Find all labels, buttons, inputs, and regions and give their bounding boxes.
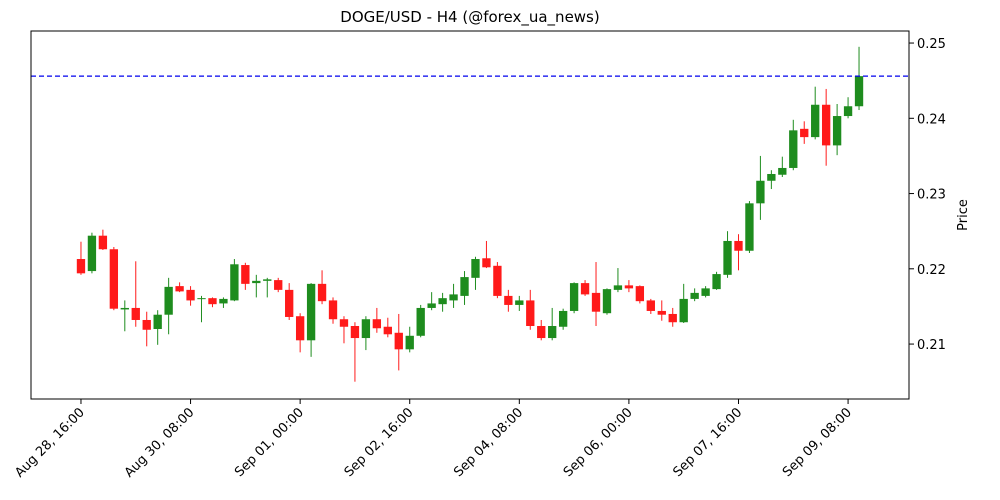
candle-body	[328, 300, 338, 320]
candle-body	[372, 319, 382, 329]
candle-body	[580, 283, 590, 295]
candle-body	[602, 289, 612, 314]
candle-body	[285, 289, 294, 317]
candle-body	[263, 279, 272, 281]
candle-body	[745, 203, 754, 251]
candle-body	[657, 310, 666, 315]
candle-body	[339, 319, 349, 327]
candle-body	[427, 303, 436, 308]
candle-body	[548, 326, 557, 339]
candle-body	[131, 307, 140, 320]
candle-body	[142, 319, 151, 330]
candle-body	[789, 130, 798, 168]
candle-body	[87, 235, 97, 272]
candle-body	[811, 104, 820, 138]
candle-body	[701, 288, 710, 296]
candle-body	[416, 307, 425, 336]
candle-body	[515, 300, 524, 305]
candle-body	[756, 180, 765, 204]
candle-body	[361, 319, 371, 339]
candle-body	[526, 300, 535, 327]
candle-body	[241, 265, 250, 284]
candle-body	[197, 298, 206, 300]
candle-body	[504, 295, 513, 305]
candle-body	[306, 283, 316, 341]
candle-body	[800, 128, 809, 138]
candle-body	[449, 294, 458, 301]
chart-title: DOGE/USD - H4 (@forex_ua_news)	[340, 8, 599, 27]
candle-body	[613, 285, 623, 290]
y-axis-label: Price	[956, 199, 971, 231]
candle-body	[317, 283, 327, 302]
candle-body	[274, 280, 283, 290]
candle-body	[153, 314, 162, 330]
candle-body	[832, 116, 842, 146]
candle-body	[208, 298, 217, 305]
candle-body	[438, 298, 447, 305]
candle-body	[821, 104, 831, 146]
candle-body	[460, 277, 469, 296]
candle-body	[175, 286, 184, 292]
candle-body	[712, 274, 721, 290]
candle-body	[394, 332, 403, 350]
candle-body	[843, 106, 853, 117]
candle-body	[778, 167, 787, 175]
candle-body	[471, 259, 480, 278]
candle-body	[383, 326, 392, 335]
candle-body	[350, 326, 360, 339]
candle-body	[767, 173, 776, 181]
candle-body	[558, 310, 568, 327]
candle-body	[230, 264, 239, 301]
candle-body	[186, 289, 195, 301]
candle-body	[591, 292, 601, 312]
candle-body	[482, 258, 491, 268]
candle-body	[690, 292, 699, 299]
y-tick-label: 0.25	[917, 37, 946, 52]
candle-body	[98, 235, 108, 250]
candle-body	[734, 240, 743, 251]
candle-body	[295, 316, 305, 341]
candle-body	[405, 335, 414, 350]
candle-body	[668, 313, 677, 323]
candle-body	[109, 249, 119, 309]
candle-body	[252, 280, 261, 284]
candle-body	[493, 265, 502, 296]
candle-body	[537, 326, 546, 339]
candle-body	[854, 76, 864, 107]
candle-body	[219, 298, 228, 304]
candle-body	[76, 259, 86, 274]
candle-body	[679, 298, 688, 323]
y-tick-label: 0.23	[917, 188, 946, 203]
candle-body	[624, 285, 634, 289]
y-tick-label: 0.22	[917, 263, 946, 278]
candle-body	[164, 286, 173, 315]
plot-frame	[30, 30, 910, 400]
candle-body	[723, 240, 732, 275]
y-tick-label: 0.21	[917, 338, 946, 353]
candle-body	[635, 286, 645, 302]
y-tick-label: 0.24	[917, 112, 946, 127]
candle-body	[569, 283, 579, 311]
candle-body	[646, 300, 655, 311]
candle-body	[120, 307, 129, 310]
